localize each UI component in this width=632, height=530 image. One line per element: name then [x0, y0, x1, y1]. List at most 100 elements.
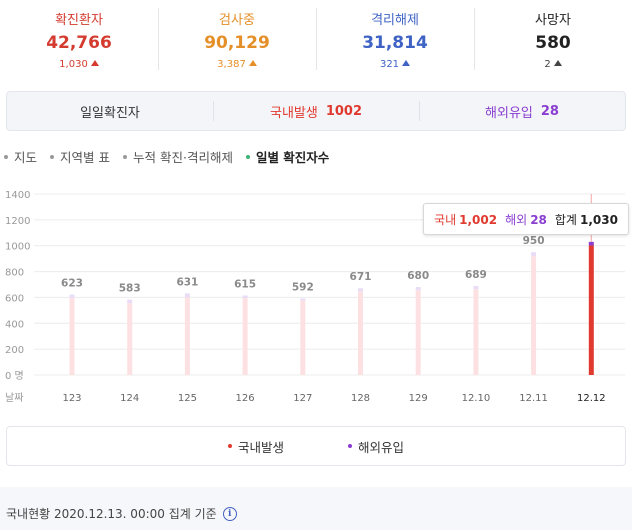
chart-legend: 국내발생 해외유입 [6, 426, 626, 466]
subnav-label: 일별 확진자수 [255, 150, 330, 165]
subnav-label: 지역별 표 [60, 150, 110, 165]
bar-domestic[interactable] [184, 297, 190, 375]
stat-released: 격리해제 31,814 321 [316, 0, 474, 80]
tooltip-total: 합계 1,030 [554, 212, 618, 227]
y-tick-label: 0 명 [5, 370, 24, 382]
bar-domestic[interactable] [242, 298, 248, 375]
x-tick-label: 124 [120, 393, 139, 404]
y-tick-label: 400 [5, 319, 24, 330]
stat-label: 확진환자 [55, 13, 103, 28]
stat-value: 42,766 [46, 33, 112, 53]
up-arrow-icon [553, 60, 562, 66]
x-tick-label: 12.10 [462, 393, 491, 404]
bar-domestic[interactable] [531, 256, 537, 375]
subnav-cumulative[interactable]: 누적 확진·격리해제 [123, 147, 233, 166]
stats-summary: 확진환자 42,766 1,030 검사중 90,129 3,387 격리해제 … [0, 0, 632, 80]
x-tick-label: 128 [351, 393, 370, 404]
stat-value: 580 [535, 33, 571, 53]
bar-overseas [473, 285, 479, 290]
data-label: 615 [234, 278, 256, 290]
tab-count: 1002 [325, 103, 363, 119]
bullet-icon [245, 154, 250, 159]
x-tick-label: 129 [409, 393, 428, 404]
footer-text: 국내현황 2020.12.13. 00:00 집계 기준 [6, 507, 217, 521]
bar-domestic[interactable] [127, 303, 133, 375]
data-label: 689 [465, 269, 487, 281]
legend-domestic[interactable]: 국내발생 [227, 437, 284, 456]
bar-overseas [242, 295, 248, 299]
legend-dot-icon [348, 444, 352, 448]
stat-deaths: 사망자 580 2 [474, 0, 632, 80]
daily-tabs: 일일확진자 국내발생 1002 해외유입 28 [6, 91, 626, 131]
bar-domestic[interactable] [358, 291, 363, 375]
subnav-label: 누적 확진·격리해제 [133, 150, 233, 165]
bar-domestic[interactable] [473, 289, 479, 375]
data-label: 950 [523, 235, 545, 247]
y-tick-label: 200 [5, 345, 24, 356]
stat-label: 격리해제 [371, 13, 419, 28]
bar-overseas [300, 298, 306, 301]
data-label: 631 [176, 276, 198, 288]
y-tick-label: 800 [5, 268, 24, 279]
bar-domestic[interactable] [415, 290, 421, 375]
stat-testing: 검사중 90,129 3,387 [158, 0, 316, 80]
bullet-icon [4, 154, 8, 159]
subnav-label: 지도 [14, 150, 38, 165]
bar-overseas [127, 299, 133, 304]
chart-subnav: 지도 지역별 표 누적 확진·격리해제 일별 확진자수 [4, 147, 342, 166]
stat-confirmed: 확진환자 42,766 1,030 [0, 0, 158, 80]
x-tick-label: 12.12 [577, 393, 606, 404]
data-label: 592 [292, 281, 314, 293]
up-arrow-icon [402, 60, 411, 66]
tab-count: 28 [540, 103, 559, 119]
legend-label: 해외유입 [358, 439, 405, 455]
y-tick-label: 1000 [5, 242, 30, 253]
stat-value: 31,814 [362, 33, 428, 53]
tooltip-domestic: 국내 1,002 [434, 212, 498, 227]
x-tick-label: 123 [62, 393, 81, 404]
bar-overseas [531, 252, 537, 257]
info-icon[interactable]: i [222, 506, 237, 521]
tab-overseas[interactable]: 해외유입 28 [419, 92, 625, 130]
bar-overseas [69, 294, 75, 298]
stat-delta: 3,387 [158, 59, 316, 70]
data-label: 680 [407, 270, 429, 282]
tab-label: 국내발생 [269, 105, 318, 121]
x-tick-label: 126 [236, 393, 255, 404]
x-axis-label: 날짜 [5, 392, 23, 404]
data-label: 623 [61, 277, 83, 289]
stat-delta: 1,030 [0, 59, 158, 70]
x-tick-label: 127 [293, 393, 312, 404]
bar-overseas [184, 293, 190, 298]
y-tick-label: 1200 [5, 216, 30, 227]
bar-overseas [588, 241, 594, 246]
tab-domestic[interactable]: 국내발생 1002 [213, 92, 419, 130]
stat-delta: 2 [474, 59, 632, 70]
footer: 국내현황 2020.12.13. 00:00 집계 기준 i [0, 487, 632, 530]
y-tick-label: 600 [5, 293, 24, 304]
tab-label: 일일확진자 [80, 105, 140, 121]
up-arrow-icon [90, 60, 99, 66]
bar-domestic[interactable] [588, 245, 594, 375]
legend-overseas[interactable]: 해외유입 [348, 437, 404, 456]
y-tick-label: 1400 [5, 190, 30, 201]
x-tick-label: 12.11 [519, 393, 548, 404]
legend-label: 국내발생 [237, 439, 284, 455]
legend-dot-icon [227, 444, 232, 448]
stat-delta: 321 [316, 59, 474, 70]
data-label: 583 [119, 283, 141, 295]
up-arrow-icon [248, 60, 257, 66]
bullet-icon [50, 154, 55, 159]
subnav-daily[interactable]: 일별 확진자수 [245, 147, 330, 166]
subnav-region-table[interactable]: 지역별 표 [50, 147, 110, 166]
tab-daily-confirmed[interactable]: 일일확진자 [7, 92, 213, 130]
bullet-icon [123, 154, 127, 159]
bar-domestic[interactable] [300, 300, 306, 375]
x-tick-label: 125 [178, 393, 197, 404]
bar-overseas [415, 287, 421, 291]
bar-overseas [358, 288, 363, 292]
stat-value: 90,129 [204, 33, 270, 53]
tab-label: 해외유입 [485, 105, 533, 121]
subnav-map[interactable]: 지도 [4, 147, 37, 166]
bar-domestic[interactable] [69, 297, 75, 375]
